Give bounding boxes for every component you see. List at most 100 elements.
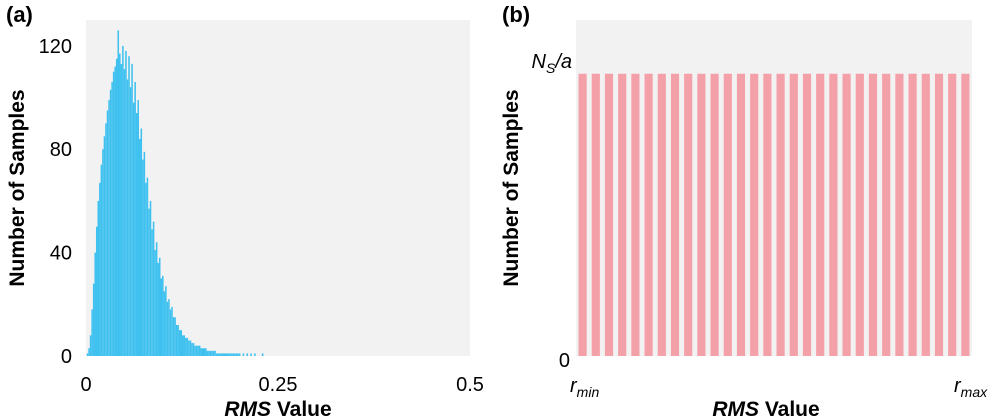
histogram-bar-a: [123, 69, 126, 357]
histogram-bar-a: [131, 63, 133, 356]
histogram-bar-b: [670, 73, 680, 356]
histogram-bar-a: [94, 252, 96, 356]
panel-b-y-axis-title: Number of Samples: [500, 89, 523, 286]
x-tick-label-a: 0.5: [456, 374, 484, 396]
histogram-bar-b: [763, 73, 772, 356]
histogram-bar-a: [171, 306, 173, 356]
histogram-bar-a: [137, 100, 139, 357]
histogram-bar-a: [125, 51, 127, 357]
panel-b-x-axis-title: RMS Value: [712, 398, 819, 420]
histogram-bar-a: [197, 345, 199, 356]
panel-a-x-axis-title-value: Value: [271, 398, 332, 420]
panel-a-histogram: [86, 30, 264, 357]
histogram-bar-a: [198, 345, 201, 356]
histogram-bar-a: [183, 335, 186, 356]
histogram-bar-b: [631, 73, 640, 356]
histogram-bar-a: [168, 299, 170, 356]
histogram-bar-b: [895, 73, 904, 356]
y-tick-label-a: 80: [50, 139, 72, 161]
histogram-bar-a: [115, 58, 118, 357]
histogram-bar-a: [254, 353, 256, 356]
histogram-bar-a: [99, 182, 101, 356]
panel-b-x-tick-rmin: rmin: [570, 375, 599, 400]
histogram-bar-b: [604, 73, 614, 356]
panel-b-x-tick-r-right: r: [954, 375, 962, 397]
histogram-bar-a: [192, 343, 195, 356]
histogram-bar-a: [166, 301, 169, 356]
histogram-bar-a: [220, 353, 222, 356]
histogram-bar-b: [868, 73, 878, 356]
histogram-bar-a: [143, 151, 146, 356]
histogram-bar-a: [201, 348, 204, 356]
panel-a-y-axis-title: Number of Samples: [6, 89, 29, 286]
histogram-bar-b: [842, 73, 851, 356]
panel-b-y-tick-zero: 0: [559, 350, 570, 372]
histogram-bar-a: [174, 317, 176, 356]
panel-a-y-ticks: 0 40 80 120: [39, 36, 72, 368]
histogram-bar-b: [618, 73, 627, 356]
histogram-bar-a: [226, 353, 229, 356]
histogram-bar-a: [134, 82, 136, 356]
panel-a-x-ticks: 0 0.25 0.5: [80, 374, 483, 396]
histogram-bar-a: [172, 317, 175, 356]
histogram-bar-a: [146, 177, 149, 356]
histogram-bar-b: [736, 73, 746, 356]
histogram-bar-a: [86, 353, 89, 356]
histogram-bar-a: [91, 309, 93, 356]
histogram-bar-a: [109, 89, 112, 356]
histogram-bar-a: [235, 353, 238, 356]
histogram-bar-b: [816, 73, 825, 356]
histogram-bar-a: [89, 335, 92, 356]
x-tick-label-a: 0: [80, 374, 91, 396]
histogram-bar-a: [128, 56, 130, 357]
histogram-bar-b: [657, 73, 666, 356]
histogram-bar-a: [135, 113, 138, 356]
histogram-bar-a: [208, 350, 210, 356]
histogram-bar-a: [111, 82, 113, 356]
histogram-bar-a: [194, 345, 196, 356]
panel-b-y-tick-over-a: /a: [553, 51, 572, 73]
histogram-bar-a: [209, 350, 212, 356]
histogram-bar-a: [242, 353, 245, 356]
histogram-bar-a: [97, 200, 100, 356]
histogram-bar-a: [186, 337, 189, 356]
histogram-bar-b: [829, 73, 838, 356]
histogram-bar-a: [212, 350, 215, 356]
histogram-bar-a: [215, 353, 218, 356]
histogram-bar-a: [180, 330, 182, 356]
histogram-bar-a: [223, 353, 226, 356]
histogram-bar-a: [175, 324, 178, 356]
histogram-bar-a: [206, 350, 209, 356]
histogram-bar-a: [154, 250, 156, 356]
histogram-bar-a: [117, 30, 120, 357]
panel-b-y-tick-ns-over-a: NS/a: [532, 51, 572, 76]
histogram-bar-b: [802, 73, 812, 356]
histogram-bar-a: [158, 257, 161, 356]
histogram-bar-a: [122, 45, 124, 356]
histogram-bar-b: [961, 73, 970, 356]
histogram-bar-a: [203, 348, 206, 356]
panel-b-x-tick-min: min: [577, 384, 600, 400]
histogram-bar-a: [195, 345, 198, 356]
panel-b-x-tick-max: max: [961, 384, 988, 400]
histogram-bar-a: [145, 182, 147, 356]
histogram-bar-a: [148, 208, 150, 356]
histogram-bar-a: [169, 309, 172, 356]
histogram-bar-a: [126, 79, 129, 356]
histogram-bar-b: [948, 73, 957, 356]
panel-b-x-tick-rmax: rmax: [954, 375, 988, 400]
histogram-bar-a: [231, 353, 233, 356]
panel-a-x-axis-title: RMS Value: [224, 398, 331, 420]
panel-b-y-tick-n: N: [532, 51, 547, 73]
histogram-bar-a: [221, 353, 224, 356]
histogram-bar-a: [165, 286, 167, 356]
histogram-bar-a: [120, 63, 123, 356]
histogram-bar-a: [250, 353, 252, 356]
histogram-bar-a: [112, 71, 115, 356]
histogram-bar-a: [217, 353, 219, 356]
histogram-bar-a: [191, 343, 193, 356]
histogram-bar-a: [200, 348, 202, 356]
histogram-bar-b: [710, 73, 719, 356]
panel-b-plot-area: [576, 20, 972, 356]
